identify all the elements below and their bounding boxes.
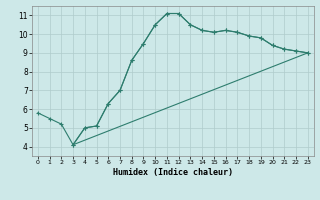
X-axis label: Humidex (Indice chaleur): Humidex (Indice chaleur): [113, 168, 233, 177]
